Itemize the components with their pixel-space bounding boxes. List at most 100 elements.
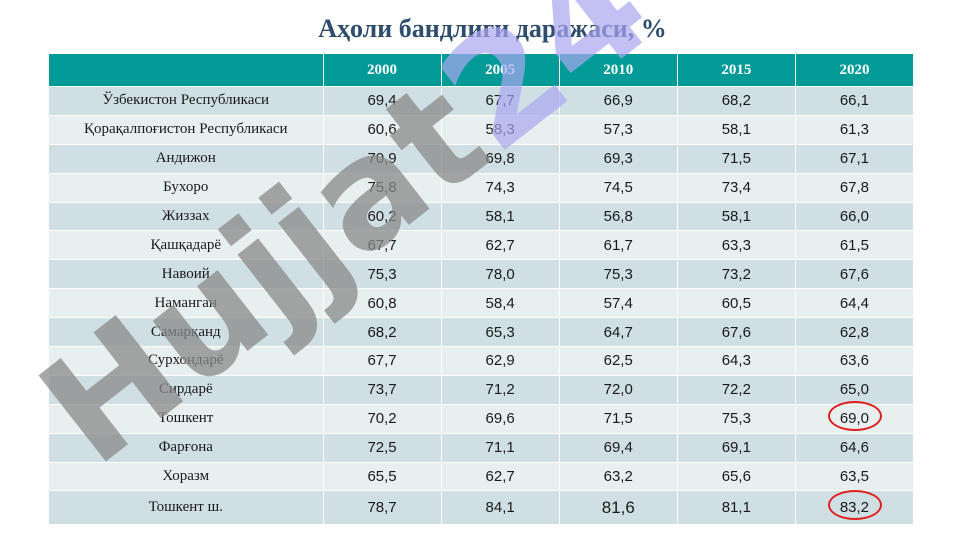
table-row: Ўзбекистон Республикаси 69,4 67,7 66,9 68,2 6… <box>49 86 915 116</box>
value-cell: 81,6 <box>559 490 678 524</box>
value-text: 69,4 <box>367 92 397 110</box>
value-cell: 61,5 <box>795 230 915 260</box>
table-row: Самарқанд 68,2 65,3 64,7 67,6 62,8 <box>49 317 915 347</box>
value-text: 67,6 <box>839 265 870 283</box>
header-year: 2010 <box>559 54 678 87</box>
value-cell: 66,1 <box>795 86 915 116</box>
value-cell: 62,7 <box>441 230 560 260</box>
header-year: 2005 <box>441 54 560 87</box>
value-cell: 69,6 <box>441 403 560 434</box>
value-text: 69,6 <box>485 410 515 428</box>
value-cell: 68,2 <box>677 86 796 116</box>
value-cell: 75,3 <box>677 403 796 434</box>
table-row: Тошкент 70,2 69,6 71,5 75,3 69,0 <box>49 401 915 434</box>
value-cell: 69,0 <box>795 401 915 434</box>
value-cell: 75,3 <box>323 259 442 289</box>
value-cell: 69,4 <box>559 432 678 463</box>
table-header-row: 2000 2005 2010 2015 2020 <box>49 54 915 87</box>
value-text: 73,2 <box>721 265 751 283</box>
value-cell: 75,3 <box>559 259 678 289</box>
value-cell: 73,7 <box>323 374 442 405</box>
value-text: 66,0 <box>839 208 870 225</box>
value-text: 75,3 <box>603 265 633 283</box>
value-text: 67,7 <box>485 92 515 110</box>
page-title: Аҳоли бандлиги даражаси, % <box>318 14 667 43</box>
value-text: 61,3 <box>839 121 870 139</box>
value-cell: 64,3 <box>677 346 796 376</box>
value-cell: 63,6 <box>795 346 915 376</box>
value-cell: 81,1 <box>677 490 796 524</box>
region-name: Жиззах <box>49 201 324 231</box>
value-text: 62,5 <box>603 352 633 370</box>
value-cell: 64,6 <box>795 432 915 463</box>
value-cell: 60,8 <box>323 288 442 318</box>
value-text: 63,6 <box>839 352 870 370</box>
value-cell: 78,0 <box>441 259 560 289</box>
value-cell: 66,9 <box>559 86 678 116</box>
value-cell: 71,5 <box>677 143 796 174</box>
value-text: 67,7 <box>367 236 397 254</box>
value-cell: 57,4 <box>559 288 678 318</box>
value-cell: 56,8 <box>559 201 678 231</box>
region-name: Самарқанд <box>49 317 324 347</box>
value-text: 61,7 <box>603 236 633 254</box>
header-region <box>49 54 324 87</box>
value-cell: 57,3 <box>559 114 678 145</box>
value-cell: 71,2 <box>441 374 560 405</box>
value-cell: 69,8 <box>441 143 560 174</box>
value-cell: 62,8 <box>795 317 915 347</box>
value-text: 60,8 <box>367 294 397 312</box>
value-cell: 58,1 <box>677 201 796 231</box>
value-cell: 60,5 <box>677 288 796 318</box>
value-cell: 61,3 <box>795 114 915 145</box>
value-cell: 74,5 <box>559 172 678 203</box>
value-cell: 62,7 <box>441 461 560 491</box>
value-text: 75,3 <box>367 265 397 283</box>
value-cell: 63,2 <box>559 461 678 491</box>
value-text: 60,6 <box>367 121 397 139</box>
value-text: 69,8 <box>485 150 515 168</box>
value-cell: 78,7 <box>323 490 442 524</box>
value-text: 58,1 <box>485 208 515 225</box>
value-text: 63,2 <box>603 468 633 486</box>
table-row: Навоий 75,3 78,0 75,3 73,2 67,6 <box>49 259 915 289</box>
value-cell: 61,7 <box>559 230 678 260</box>
table-row: Тошкент ш. 78,7 84,1 81,6 81,1 83,2 <box>49 490 915 524</box>
value-cell: 71,5 <box>559 403 678 434</box>
value-cell: 70,2 <box>323 403 442 434</box>
employment-table: 2000 2005 2010 2015 2020 Ўзбекистон Республи… <box>49 54 915 524</box>
value-cell: 69,4 <box>323 86 442 116</box>
value-text: 75,8 <box>367 179 397 197</box>
value-text: 69,1 <box>721 439 751 457</box>
value-text: 74,3 <box>485 179 515 197</box>
value-cell: 60,6 <box>323 114 442 145</box>
table-row: Наманган 60,8 58,4 57,4 60,5 64,4 <box>49 288 915 318</box>
region-name: Бухоро <box>49 172 324 203</box>
value-cell: 83,2 <box>795 490 915 524</box>
header-year: 2020 <box>795 54 915 87</box>
value-cell: 63,5 <box>795 461 915 491</box>
value-text: 57,4 <box>603 294 633 312</box>
value-text: 64,6 <box>839 439 870 457</box>
value-cell: 67,6 <box>795 259 915 289</box>
value-text: 57,3 <box>603 121 633 139</box>
value-text: 71,1 <box>485 439 515 457</box>
table-row: Сурхондарё 67,7 62,9 62,5 64,3 63,6 <box>49 346 915 376</box>
value-cell: 67,7 <box>323 346 442 376</box>
value-text: 70,9 <box>367 150 397 168</box>
value-text: 60,5 <box>721 294 751 312</box>
value-text: 81,6 <box>601 497 635 517</box>
value-text: 68,2 <box>367 323 397 341</box>
region-name: Наманган <box>49 288 324 318</box>
value-text: 62,9 <box>485 352 515 370</box>
header-year: 2000 <box>323 54 442 87</box>
value-text: 81,1 <box>721 499 751 517</box>
value-text: 67,8 <box>839 179 870 197</box>
table-row: Қорақалпоғистон Республикаси 60,6 58,3 57,3… <box>49 114 915 145</box>
value-text: 62,7 <box>485 236 515 254</box>
value-text: 58,1 <box>721 121 751 139</box>
value-cell: 58,4 <box>441 288 560 318</box>
value-text: 58,3 <box>485 121 515 139</box>
value-text: 67,7 <box>367 352 397 370</box>
value-text: 66,1 <box>839 92 870 110</box>
